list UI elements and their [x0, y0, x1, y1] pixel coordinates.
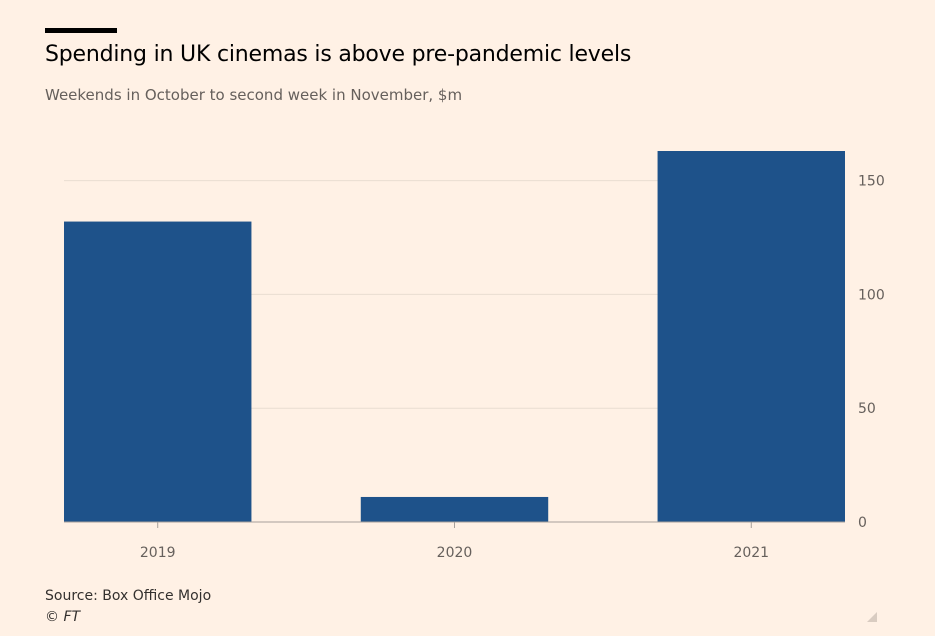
- x-tick-label: 2020: [437, 545, 473, 561]
- bar: [360, 496, 549, 522]
- header-rule: [45, 28, 117, 33]
- y-tick-label: 50: [858, 401, 876, 417]
- bar: [64, 221, 252, 522]
- resize-handle-icon[interactable]: [867, 612, 877, 622]
- chart-title: Spending in UK cinemas is above pre-pand…: [45, 42, 632, 67]
- y-tick-label: 0: [858, 515, 867, 531]
- chart-subtitle: Weekends in October to second week in No…: [45, 86, 463, 104]
- y-tick-label: 100: [858, 287, 885, 303]
- x-tick-label: 2019: [140, 545, 176, 561]
- bar: [657, 151, 845, 522]
- copyright-note: © FT: [45, 609, 81, 625]
- x-tick-label: 2021: [733, 545, 769, 561]
- source-note: Source: Box Office Mojo: [45, 588, 212, 604]
- y-tick-label: 150: [858, 174, 885, 190]
